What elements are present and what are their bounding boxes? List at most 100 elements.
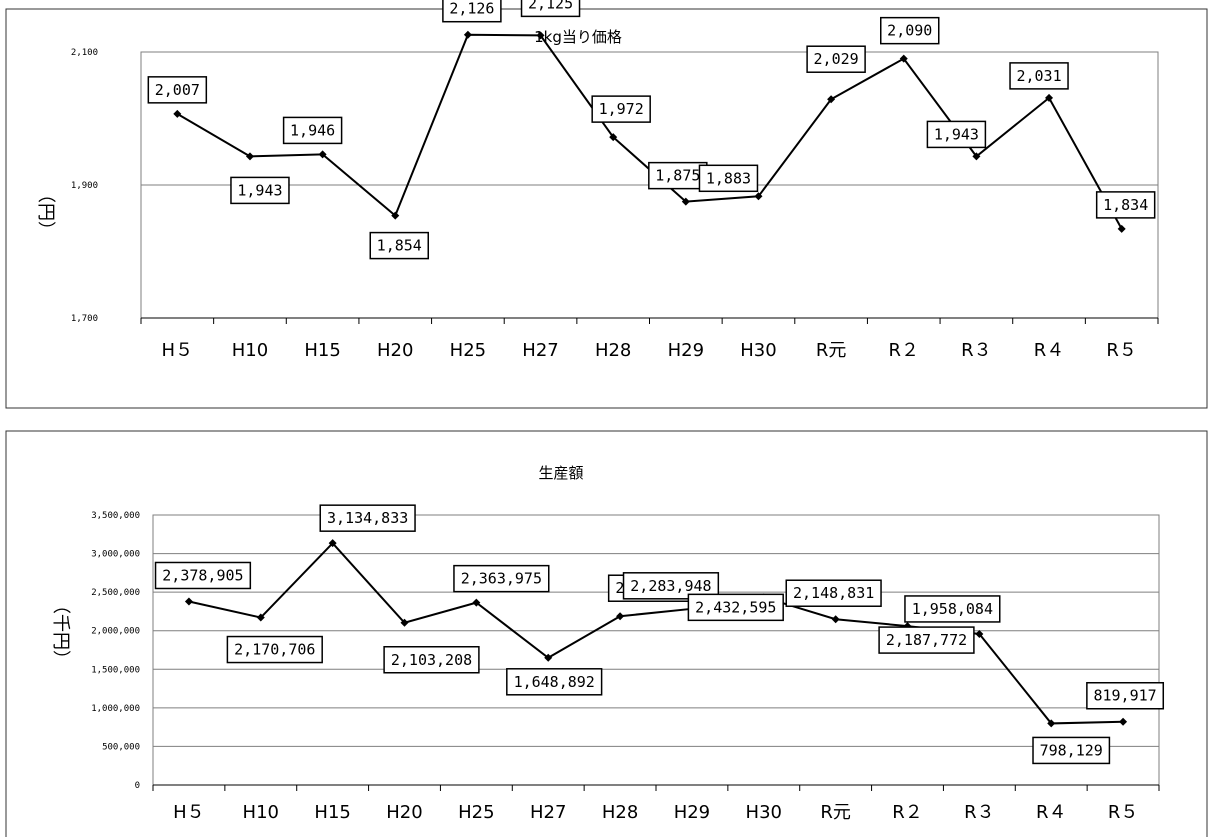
data-label: 1,875 bbox=[648, 161, 708, 190]
data-point bbox=[681, 197, 690, 206]
data-label: 1,946 bbox=[282, 116, 343, 145]
y-tick-label: 2,100 bbox=[71, 48, 98, 58]
data-label: 1,883 bbox=[698, 164, 759, 193]
data-label-text: 798,129 bbox=[1040, 741, 1103, 759]
y-tick-label: 0 bbox=[135, 781, 140, 791]
data-label-box bbox=[926, 120, 987, 149]
data-label-box bbox=[282, 116, 343, 145]
data-point bbox=[536, 31, 545, 40]
data-label-text: 3,134,833 bbox=[327, 509, 408, 527]
x-tick-label: H30 bbox=[740, 340, 776, 361]
data-label: 2,125 bbox=[520, 0, 581, 18]
data-label-box bbox=[369, 231, 429, 260]
data-label-text: 2,187,772 bbox=[886, 631, 967, 649]
data-label: 1,972 bbox=[591, 95, 651, 123]
data-label: 2,148,831 bbox=[785, 579, 882, 607]
x-tick-label: H29 bbox=[674, 802, 710, 823]
x-tick-label: R３ bbox=[961, 340, 992, 361]
data-label-text: 2,103,208 bbox=[391, 651, 472, 669]
x-tick-label: H29 bbox=[668, 340, 704, 361]
data-point bbox=[391, 211, 400, 220]
y-tick-label: 1,700 bbox=[71, 314, 98, 324]
data-label-box bbox=[226, 635, 323, 664]
data-label: 2,126 bbox=[442, 0, 502, 23]
data-point bbox=[754, 192, 763, 201]
data-label-box bbox=[1032, 736, 1111, 765]
y-tick-label: 3,500,000 bbox=[91, 511, 140, 521]
data-label: 2,432,595 bbox=[687, 593, 784, 622]
x-tick-label: R４ bbox=[1036, 802, 1067, 823]
data-label-box bbox=[591, 95, 651, 123]
x-tick-label: R３ bbox=[964, 802, 995, 823]
x-tick-label: H28 bbox=[595, 340, 631, 361]
x-tick-label: H25 bbox=[458, 802, 494, 823]
data-point bbox=[544, 653, 553, 662]
data-point bbox=[318, 150, 327, 159]
y-tick-label: 2,500,000 bbox=[91, 588, 140, 598]
y-tick-label: 1,000,000 bbox=[91, 704, 140, 714]
x-tick-label: H30 bbox=[746, 802, 782, 823]
data-label-box bbox=[880, 16, 940, 45]
data-point bbox=[609, 133, 618, 142]
data-point bbox=[1117, 224, 1126, 233]
data-label-box bbox=[383, 646, 480, 674]
x-tick-label: H27 bbox=[530, 802, 566, 823]
data-label-text: 1,883 bbox=[706, 169, 751, 187]
price-chart: 1kg当り価格 （円） 1,700 1,900 2,100 H５ H10 H15 H20 H… bbox=[5, 0, 1208, 409]
x-tick-label: H５ bbox=[162, 340, 194, 361]
data-label-text: 1,958,084 bbox=[912, 600, 993, 618]
data-label: 1,648,892 bbox=[506, 668, 603, 696]
data-point bbox=[173, 109, 182, 118]
data-label-text: 2,031 bbox=[1016, 67, 1061, 85]
y-tick-label: 1,500,000 bbox=[91, 665, 140, 675]
data-point bbox=[972, 152, 981, 161]
data-label-box bbox=[687, 593, 784, 622]
data-point bbox=[184, 597, 193, 606]
data-label-text: 2,283,948 bbox=[630, 577, 711, 595]
x-tick-label: R５ bbox=[1106, 340, 1137, 361]
data-point bbox=[827, 95, 836, 104]
data-point bbox=[831, 615, 840, 624]
data-label: 2,170,706 bbox=[226, 635, 323, 664]
y-tick-label: 1,900 bbox=[71, 181, 98, 191]
y-tick-label: 3,000,000 bbox=[91, 550, 140, 560]
data-label-text: 1,854 bbox=[377, 237, 422, 255]
x-tick-label: R２ bbox=[892, 802, 923, 823]
x-tick-label: R２ bbox=[888, 340, 919, 361]
data-label: 2,103,208 bbox=[383, 646, 480, 674]
data-label-text: 1,875 bbox=[655, 167, 700, 185]
data-label-box bbox=[785, 579, 882, 607]
x-tick-label: H５ bbox=[173, 802, 205, 823]
data-label-box bbox=[1095, 191, 1156, 219]
data-label-box bbox=[1009, 62, 1069, 90]
x-tick-label: H15 bbox=[304, 340, 340, 361]
data-label-box bbox=[442, 0, 502, 23]
data-point bbox=[1045, 93, 1054, 102]
data-label-text: 1,943 bbox=[237, 181, 282, 199]
data-label-box bbox=[806, 45, 866, 73]
x-tick-label: H10 bbox=[232, 340, 268, 361]
data-label-text: 2,126 bbox=[449, 0, 494, 18]
production-chart: 生産額 （千円） 0 500,000 1,000,000 1,500,000 2,000… bbox=[5, 430, 1208, 837]
data-label-box bbox=[904, 595, 1001, 623]
data-label-box bbox=[698, 164, 759, 193]
x-tick-label: R４ bbox=[1034, 340, 1065, 361]
data-label-text: 819,917 bbox=[1093, 687, 1156, 705]
data-label: 1,958,084 bbox=[904, 595, 1001, 623]
data-label: 2,090 bbox=[880, 16, 940, 45]
data-label: 2,031 bbox=[1009, 62, 1069, 90]
x-tick-label: R元 bbox=[816, 340, 847, 361]
data-label: 2,007 bbox=[147, 76, 208, 104]
data-label-text: 1,648,892 bbox=[514, 673, 595, 691]
data-point bbox=[472, 598, 481, 607]
production-chart-ylabel: （千円） bbox=[50, 596, 71, 668]
price-chart-title: 1kg当り価格 bbox=[534, 28, 622, 46]
data-label-text: 2,363,975 bbox=[461, 570, 542, 588]
data-label-text: 2,170,706 bbox=[234, 641, 315, 659]
data-label-text: 2,007 bbox=[155, 81, 200, 99]
data-label-box bbox=[319, 504, 416, 532]
data-point bbox=[328, 539, 337, 548]
data-label-box bbox=[520, 0, 581, 18]
data-label-box bbox=[147, 76, 208, 104]
